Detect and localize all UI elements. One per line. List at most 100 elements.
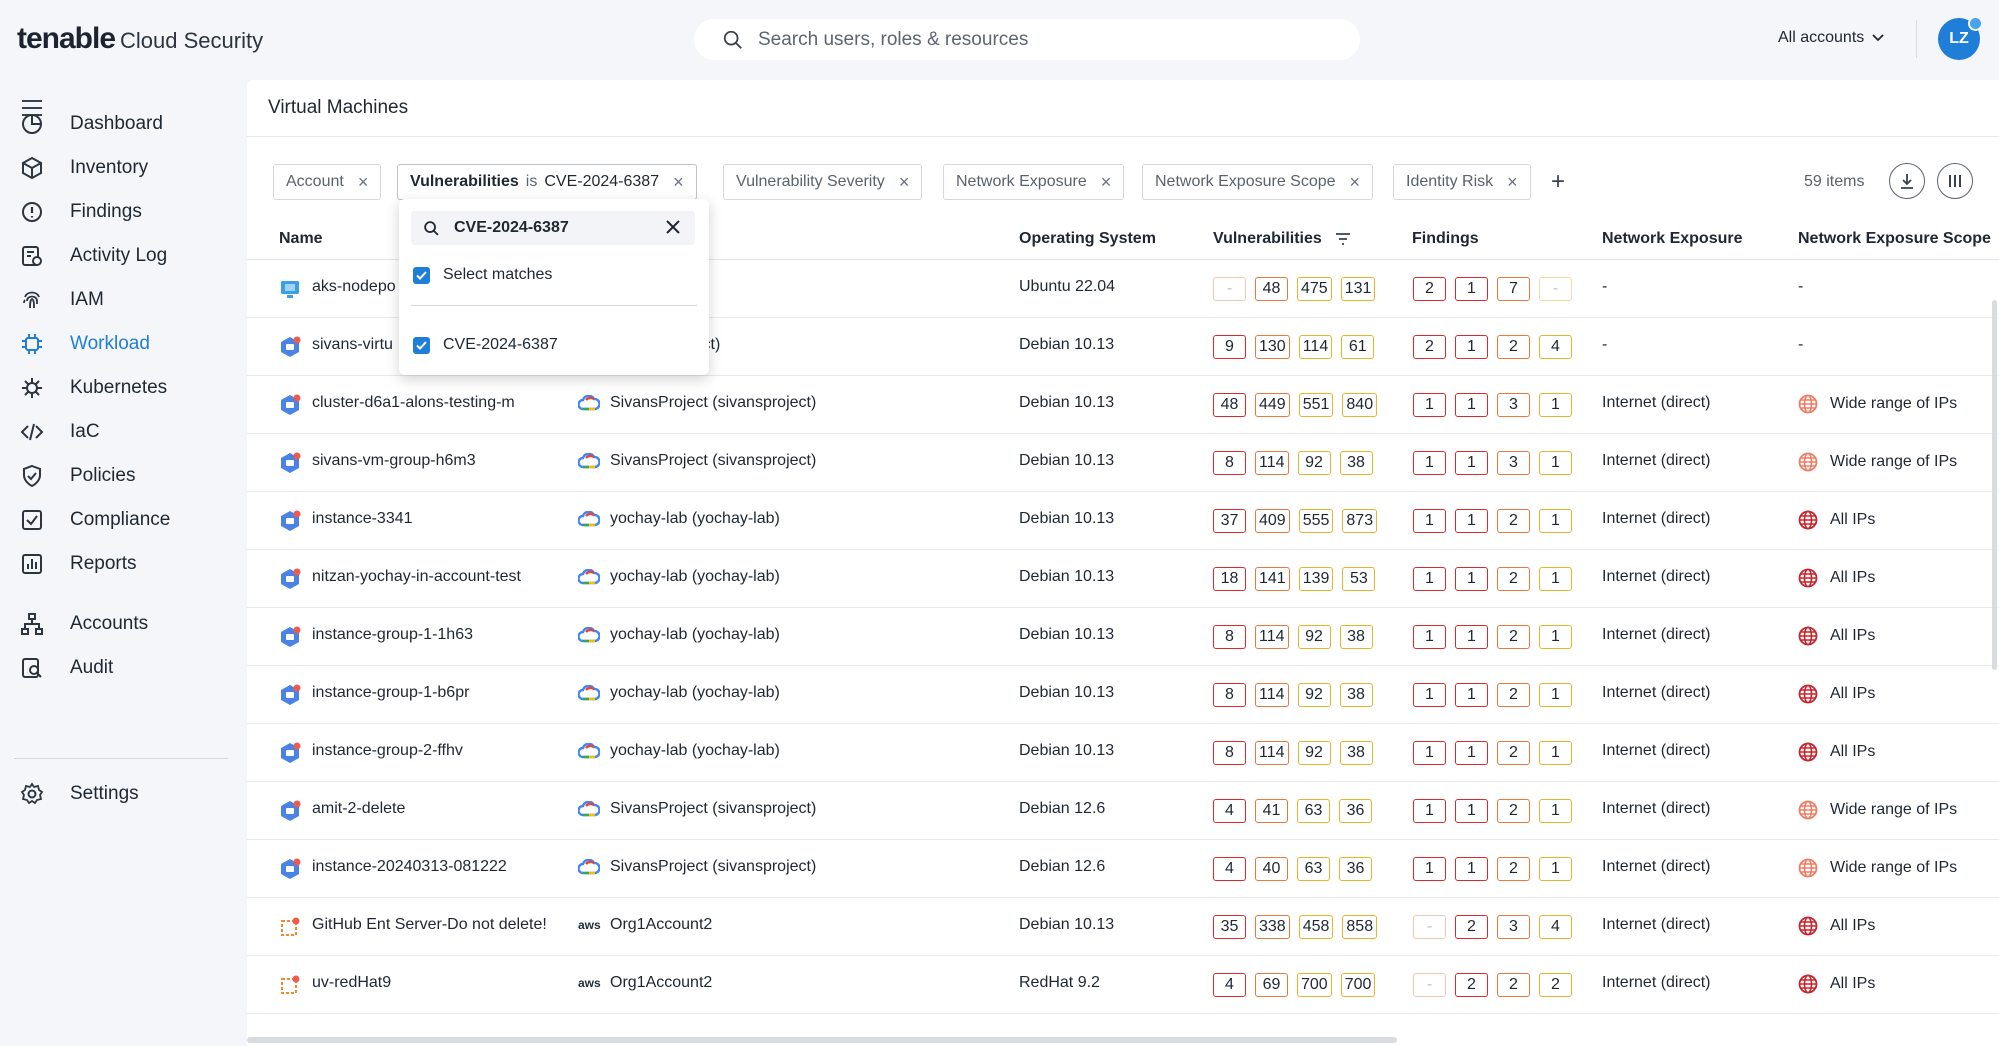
sidebar-item-accounts[interactable]: Accounts [0, 602, 245, 646]
account-cell[interactable]: yochay-lab (yochay-lab) [578, 742, 780, 760]
account-cell[interactable]: SivansProject (sivansproject) [578, 452, 816, 470]
sidebar-item-reports[interactable]: Reports [0, 542, 245, 586]
vm-name-link[interactable]: instance-20240313-081222 [312, 858, 507, 875]
table-row[interactable]: instance-3341 yochay-lab (yochay-lab) De… [247, 492, 1999, 550]
global-search[interactable] [694, 19, 1360, 60]
column-header-findings[interactable]: Findings [1412, 230, 1479, 247]
vm-name-link[interactable]: instance-group-1-1h63 [312, 626, 473, 643]
column-header-os[interactable]: Operating System [1019, 230, 1156, 247]
sidebar-item-findings[interactable]: Findings [0, 190, 245, 234]
vulnerabilities-badges[interactable]: 8 114 92 38 [1213, 683, 1373, 707]
sidebar-item-iac[interactable]: IaC [0, 410, 245, 454]
filter-chip-network-exposure[interactable]: Network Exposure × [943, 164, 1125, 200]
table-row[interactable]: instance-20240313-081222 SivansProject (… [247, 840, 1999, 898]
account-cell[interactable]: aws Org1Account2 [578, 974, 712, 992]
account-cell[interactable]: yochay-lab (yochay-lab) [578, 568, 780, 586]
add-filter-button[interactable]: + [1551, 168, 1566, 195]
remove-filter-icon[interactable]: × [898, 171, 910, 192]
column-header-network-exposure[interactable]: Network Exposure [1602, 230, 1743, 247]
vertical-scrollbar[interactable] [1992, 300, 1997, 670]
filter-chip-network-exposure-scope[interactable]: Network Exposure Scope × [1142, 164, 1374, 200]
filter-icon[interactable] [1335, 232, 1351, 246]
vm-name-link[interactable]: instance-group-2-ffhv [312, 742, 463, 759]
remove-filter-icon[interactable]: × [1349, 171, 1361, 192]
vm-name-link[interactable]: sivans-vm-group-h6m3 [312, 452, 476, 469]
vm-name-link[interactable]: nitzan-yochay-in-account-test [312, 568, 521, 585]
sidebar-item-iam[interactable]: IAM [0, 278, 245, 322]
filter-chip-account[interactable]: Account × [273, 164, 382, 200]
sidebar-item-audit[interactable]: Audit [0, 646, 245, 690]
vulnerabilities-badges[interactable]: 8 114 92 38 [1213, 741, 1373, 765]
remove-filter-icon[interactable]: × [1507, 171, 1518, 192]
table-row[interactable]: amit-2-delete SivansProject (sivansproje… [247, 782, 1999, 840]
vulnerabilities-badges[interactable]: 35 338 458 858 [1213, 915, 1378, 939]
app-logo[interactable]: tenable Cloud Security [17, 22, 263, 56]
account-cell[interactable]: SivansProject (sivansproject) [578, 800, 816, 818]
table-row[interactable]: cluster-d6a1-alons-testing-m SivansProje… [247, 376, 1999, 434]
download-button[interactable] [1889, 163, 1925, 199]
vm-name-link[interactable]: amit-2-delete [312, 800, 406, 817]
filter-chip-identity-risk[interactable]: Identity Risk × [1393, 164, 1531, 200]
vm-name-link[interactable]: instance-group-1-b6pr [312, 684, 470, 701]
account-selector[interactable]: All accounts [1778, 29, 1884, 47]
account-cell[interactable]: SivansProject (sivansproject) [578, 858, 816, 876]
vulnerabilities-badges[interactable]: 4 40 63 36 [1213, 857, 1372, 881]
sidebar-item-policies[interactable]: Policies [0, 454, 245, 498]
remove-filter-icon[interactable]: × [673, 171, 684, 192]
table-row[interactable]: sivans-vm-group-h6m3 SivansProject (siva… [247, 434, 1999, 492]
table-row[interactable]: instance-group-1-b6pr yochay-lab (yochay… [247, 666, 1999, 724]
vulnerabilities-badges[interactable]: 18 141 139 53 [1213, 567, 1376, 591]
account-cell[interactable]: aws Org1Account2 [578, 916, 712, 934]
checkbox-checked[interactable] [413, 266, 430, 284]
filter-chip-vulnerability-severity[interactable]: Vulnerability Severity × [723, 164, 923, 200]
sidebar-item-inventory[interactable]: Inventory [0, 146, 245, 190]
table-row[interactable]: instance-group-1-1h63 yochay-lab (yochay… [247, 608, 1999, 666]
vulnerabilities-badges[interactable]: -48 475 131 [1213, 277, 1376, 301]
remove-filter-icon[interactable]: × [357, 171, 369, 192]
table-row[interactable]: nitzan-yochay-in-account-test yochay-lab… [247, 550, 1999, 608]
column-header-vulnerabilities[interactable]: Vulnerabilities [1213, 230, 1322, 247]
vm-name-link[interactable]: aks-nodepo [312, 278, 396, 295]
vm-name-link[interactable]: instance-3341 [312, 510, 413, 527]
table-row[interactable]: sivans-virtu oject (sivansproject) Debia… [247, 318, 1999, 376]
filter-chip-vulnerabilities[interactable]: Vulnerabilities is CVE-2024-6387 × [397, 164, 697, 200]
column-header-name[interactable]: Name [279, 230, 323, 247]
table-row[interactable]: instance-group-2-ffhv yochay-lab (yochay… [247, 724, 1999, 782]
sidebar-item-dashboard[interactable]: Dashboard [0, 102, 245, 146]
column-header-network-exposure-scope[interactable]: Network Exposure Scope [1798, 230, 1991, 247]
user-avatar[interactable]: LZ [1938, 16, 1983, 60]
vulnerabilities-badges[interactable]: 9 130 114 61 [1213, 335, 1375, 359]
vulnerabilities-badges[interactable]: 37 409 555 873 [1213, 509, 1378, 533]
table-row[interactable]: aks-nodepo scription2 Ubuntu 22.04 -4847… [247, 260, 1999, 318]
account-cell[interactable]: yochay-lab (yochay-lab) [578, 684, 780, 702]
checkbox-checked[interactable] [413, 336, 430, 354]
vm-name-link[interactable]: cluster-d6a1-alons-testing-m [312, 394, 515, 411]
horizontal-scrollbar[interactable] [247, 1037, 1397, 1043]
account-cell[interactable]: SivansProject (sivansproject) [578, 394, 816, 412]
sidebar-item-compliance[interactable]: Compliance [0, 498, 245, 542]
dropdown-option[interactable]: CVE-2024-6387 [413, 336, 558, 354]
search-input[interactable] [758, 28, 1318, 51]
table-row[interactable]: GitHub Ent Server-Do not delete! aws Org1… [247, 898, 1999, 956]
columns-button[interactable] [1937, 163, 1973, 199]
account-cell[interactable]: yochay-lab (yochay-lab) [578, 510, 780, 528]
sidebar-item-workload[interactable]: Workload [0, 322, 245, 366]
sidebar-item-settings[interactable]: Settings [0, 772, 245, 816]
vulnerabilities-badges[interactable]: 4 69 700 700 [1213, 973, 1376, 997]
account-cell[interactable]: yochay-lab (yochay-lab) [578, 626, 780, 644]
vm-name-link[interactable]: GitHub Ent Server-Do not delete! [312, 916, 547, 933]
